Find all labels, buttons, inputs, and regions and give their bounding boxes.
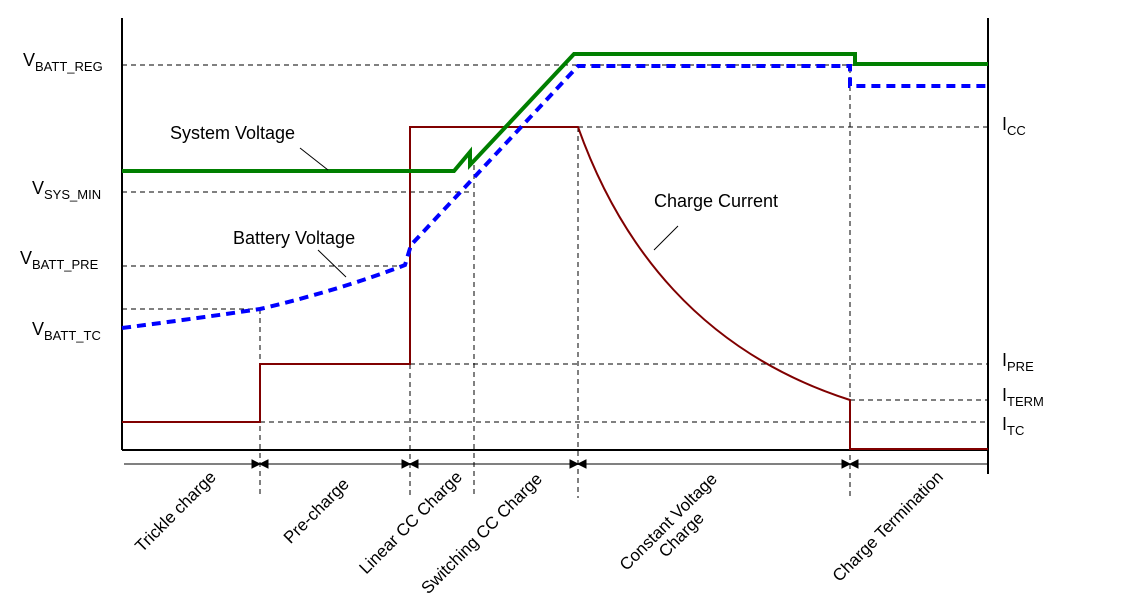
leader-lines (299, 147, 679, 278)
arrowhead (258, 459, 269, 469)
itc-label: ITC (1002, 414, 1024, 438)
vsys-min-label: VSYS_MIN (32, 178, 101, 202)
vbatt-reg-label: VBATT_REG (23, 50, 103, 74)
charge-current-leader (653, 225, 679, 251)
system-voltage-curve (122, 52, 988, 173)
iterm-label: ITERM (1002, 385, 1044, 409)
system-voltage-label: System Voltage (170, 123, 295, 143)
arrowhead (576, 459, 587, 469)
ipre-label: IPRE (1002, 350, 1034, 374)
system-voltage-leader (299, 147, 329, 171)
battery-voltage-label: Battery Voltage (233, 228, 355, 248)
arrowhead (848, 459, 859, 469)
vbatt-tc-label: VBATT_TC (32, 319, 101, 343)
arrowhead (569, 459, 580, 469)
arrowhead (401, 459, 412, 469)
phase-arrows (124, 459, 988, 469)
phase-label-termination: Charge Termination (829, 467, 947, 585)
arrowhead (841, 459, 852, 469)
battery-voltage-leader (317, 249, 347, 278)
axes (121, 18, 989, 474)
vbatt-pre-label: VBATT_PRE (20, 248, 99, 272)
arrowhead (408, 459, 419, 469)
phase-label-trickle: Trickle charge (131, 467, 219, 555)
icc-label: ICC (1002, 114, 1026, 138)
arrowhead (251, 459, 262, 469)
phase-label-precharge: Pre-charge (280, 474, 353, 547)
charge-current-curve (122, 126, 988, 450)
battery-voltage-curve (121, 64, 988, 330)
charge-current-label: Charge Current (654, 191, 778, 211)
phase-labels: Trickle charge Pre-charge Linear CC Char… (131, 467, 946, 597)
